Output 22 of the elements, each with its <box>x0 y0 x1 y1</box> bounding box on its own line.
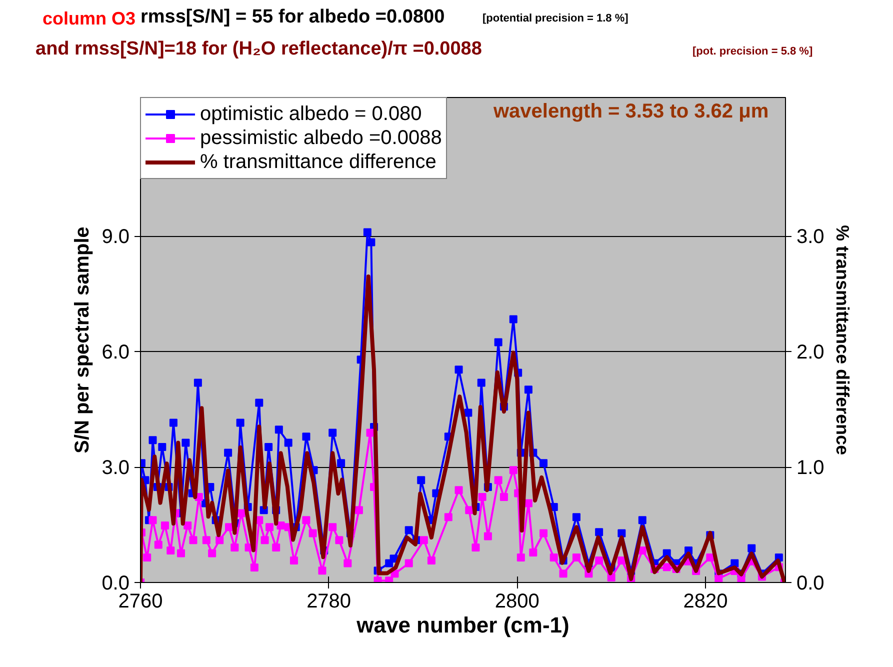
y-tick-label: 9.0 <box>102 226 130 248</box>
legend-label: % transmittance difference <box>200 150 436 174</box>
annotation: wavelength = 3.53 to 3.62 μm <box>492 100 769 122</box>
text: and rmss[S/N]=18 for (H₂O reflectance)/π =0.0088 <box>36 38 482 60</box>
x-tick-label: 2820 <box>683 590 728 612</box>
legend-label: optimistic albedo = 0.080 <box>200 102 422 126</box>
y2-tick-label: 1.0 <box>796 457 824 480</box>
legend-label: pessimistic albedo =0.0088 <box>200 126 442 150</box>
chart-title: column O3 <box>42 8 136 28</box>
y-tick-label: 6.0 <box>102 342 130 364</box>
text: [potential precision = 1.8 %] <box>482 12 629 24</box>
x-axis-title: wave number (cm-1) <box>356 612 570 638</box>
y2-tick-label: 3.0 <box>796 226 824 248</box>
y2-tick-label: 0.0 <box>796 572 824 594</box>
y-axis-title: S/N per spectral sample <box>72 226 94 454</box>
y-tick-label: 3.0 <box>102 457 130 480</box>
y2-tick-label: 2.0 <box>796 342 824 364</box>
x-tick-label: 2780 <box>306 590 352 612</box>
text: [pot. precision = 5.8 %] <box>692 46 813 58</box>
text: rmss[S/N] = 55 for albedo =0.0800 <box>140 6 445 28</box>
y2-axis-title: % transmittance difference <box>832 224 852 456</box>
x-tick-label: 2800 <box>494 590 540 612</box>
